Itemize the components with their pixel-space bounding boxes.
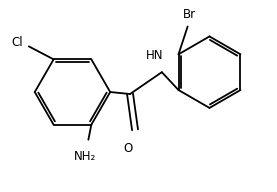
Text: HN: HN (146, 49, 164, 62)
Text: NH₂: NH₂ (74, 150, 96, 163)
Text: O: O (124, 142, 133, 155)
Text: Br: Br (183, 7, 196, 21)
Text: Cl: Cl (11, 36, 23, 49)
